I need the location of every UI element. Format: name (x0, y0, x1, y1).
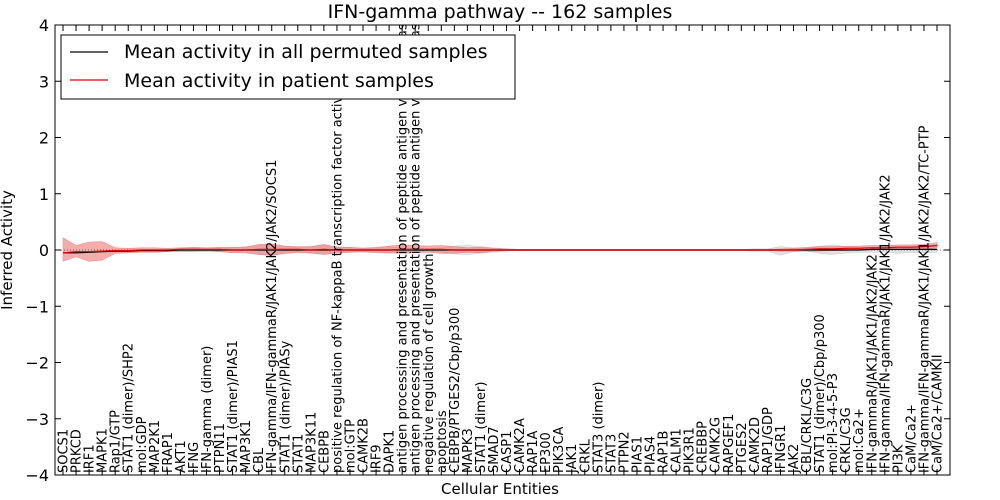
y-tick-label: 0 (39, 241, 49, 260)
x-tick-label: RAP1A (526, 430, 541, 473)
x-tick-label: CBL/CRKL/C3G (800, 378, 815, 473)
x-tick-label: IFN-gamma (dimer) (200, 346, 215, 473)
x-tick-label: STAT3 (604, 434, 619, 473)
y-tick-label: −4 (25, 466, 49, 485)
x-tick-label: negative regulation of cell growth (422, 253, 437, 473)
x-axis-label: Cellular Entities (441, 480, 559, 498)
x-tick-label: JAK1 (565, 444, 580, 474)
chart-title: IFN-gamma pathway -- 162 samples (328, 1, 673, 23)
x-tick-label: IFN-gamma/IFN-gammaR/JAK1/JAK1/JAK2/JAK2… (918, 125, 933, 473)
x-tick-label: STAT1 (dimer)/PIAS1 (226, 340, 241, 473)
x-tick-label: STAT1 (dimer) (474, 382, 489, 473)
x-tick-label: mol:Ca2+ (852, 408, 867, 473)
legend-frame (60, 34, 516, 100)
x-tick-label: MAPK3 (461, 428, 476, 473)
x-tick-label: IFN-gammaR/JAK1/JAK1/JAK2/JAK2 (865, 254, 880, 473)
legend: Mean activity in all permuted samples Me… (60, 34, 516, 100)
x-tick-label: JAK2 (787, 444, 802, 474)
x-tick-label: antigen processing and presentation of p… (396, 9, 411, 473)
x-tick-label: MAP3K11 (304, 412, 319, 473)
x-tick-label: IFN-gamma/IFN-gammaR/JAK1/JAK1/JAK2/JAK2 (878, 174, 893, 473)
x-tick-label: positive regulation of NF-kappaB transcr… (330, 79, 345, 473)
x-tick-label: CEBPB/PTGES2/Cbp/p300 (448, 308, 463, 473)
x-tick-label: Rap1/GTP (109, 410, 124, 473)
x-tick-label: DAPK1 (383, 430, 398, 473)
x-tick-label: AKT1 (174, 440, 189, 473)
x-tick-label: CaM/Ca2+ (904, 404, 919, 473)
x-tick-label: CBL (252, 447, 267, 473)
legend-label-permuted: Mean activity in all permuted samples (124, 41, 487, 63)
y-tick-label: −3 (25, 410, 49, 429)
x-tick-label: STAT1 (dimer)/PIASy (278, 340, 293, 473)
y-tick-label: 1 (39, 185, 49, 204)
x-tick-label: IFNG (187, 442, 202, 473)
x-tick-label: STAT1 (dimer)/SHP2 (122, 343, 137, 473)
x-tick-label: PTGES2 (735, 422, 750, 473)
x-tick-label: CRKL (578, 438, 593, 473)
x-tick-label: RAP1/GDP (761, 407, 776, 473)
x-tick-label: IRF9 (370, 444, 385, 473)
x-tick-label: FRAP1 (161, 432, 176, 473)
x-tick-label: CREBBP (696, 421, 711, 473)
x-tick-label: MAP3K1 (239, 420, 254, 473)
y-tick-label: −2 (25, 354, 49, 373)
x-tick-label: CRKL/C3G (839, 407, 854, 473)
x-tick-label: PRKCD (70, 429, 85, 473)
x-tick-label: STAT1 (dimer)/Cbp/p300 (813, 314, 828, 473)
x-tick-label: IRF1 (83, 444, 98, 473)
x-tick-label: PTPN2 (617, 431, 632, 473)
x-tick-label: MAP2K1 (148, 420, 163, 473)
x-tick-label: CEBPB (317, 430, 332, 473)
x-tick-label: STAT1 (291, 434, 306, 473)
x-tick-label: CALM1 (670, 428, 685, 473)
x-tick-label: PIK3R1 (683, 427, 698, 473)
x-tick-label: CaM/Ca2+/CAMKII (931, 354, 946, 473)
x-tick-label: PIAS4 (644, 436, 659, 473)
x-tick-label: CAMK2G (709, 417, 724, 473)
x-tick-label: PIAS1 (631, 436, 646, 473)
y-tick-label: 4 (39, 16, 49, 35)
x-tick-label: MAPK1 (96, 428, 111, 473)
x-tick-label: IFNGR1 (774, 425, 789, 473)
x-tick-label: RAP1B (657, 431, 672, 473)
y-tick-label: 2 (39, 129, 49, 148)
x-tick-label: SMAD7 (487, 426, 502, 473)
series-line-patient (62, 244, 938, 254)
x-tick-label: PI3K (891, 444, 906, 473)
y-tick-label: 3 (39, 72, 49, 91)
x-tick-label: IFN-gamma/IFN-gammaR/JAK1/JAK2/JAK2/SOCS… (265, 160, 280, 473)
x-tick-label: CAMK2B (357, 418, 372, 473)
x-tick-label: CAMK2D (748, 417, 763, 473)
x-tick-label: STAT3 (dimer) (591, 382, 606, 473)
x-tick-label: EP300 (539, 432, 554, 473)
x-tick-label: PTPN11 (213, 423, 228, 473)
legend-label-patient: Mean activity in patient samples (124, 70, 434, 92)
x-tick-label: mol:GTP (344, 419, 359, 473)
x-tick-label: RAPGEF1 (722, 414, 737, 473)
x-tick-label: CAMK2A (513, 418, 528, 473)
x-tick-label: antigen processing and presentation of p… (409, 5, 424, 473)
y-axis-label: Inferred Activity (0, 190, 16, 310)
x-tick-label: SOCS1 (57, 429, 72, 473)
x-tick-label: PIK3CA (552, 426, 567, 473)
x-tick-label: CASP1 (500, 431, 515, 473)
y-tick-label: −1 (25, 297, 49, 316)
x-tick-label: apoptosis (435, 410, 450, 473)
x-tick-label: mol:GDP (135, 416, 150, 473)
x-tick-label: mol:PI-3-4-5-P3 (826, 373, 841, 473)
